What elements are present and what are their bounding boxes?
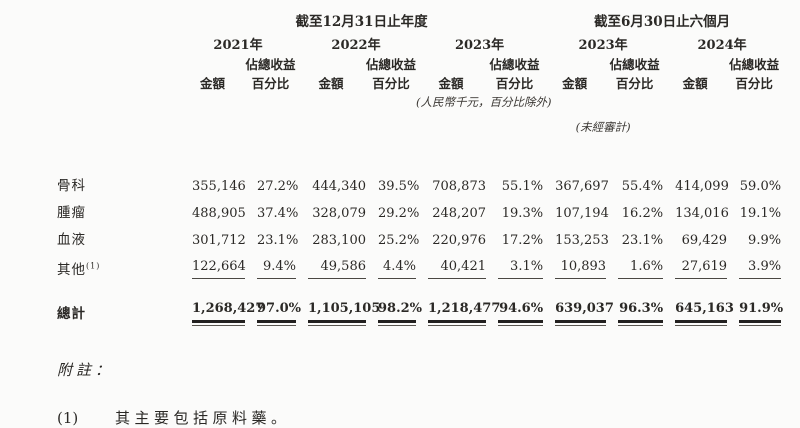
year-header-2023: 2023年 (454, 37, 505, 53)
cell-value: 10,893 (555, 259, 607, 279)
spacer-row (57, 134, 781, 168)
col-header-percentage: 百分比 (735, 75, 773, 91)
row-label: 血液 (57, 231, 86, 248)
col-header-amount: 金額 (682, 75, 708, 91)
cell-value: 153,253 (555, 232, 609, 248)
row-label: 骨科 (57, 178, 86, 195)
col-header-pct-of-revenue: 佔總收益 (729, 57, 780, 73)
total-value: 94.6% (498, 301, 544, 327)
currency-note-row: (人民幣千元，百分比除外) (57, 91, 781, 109)
cell-value: 283,100 (312, 232, 366, 248)
col-header-amount: 金額 (562, 75, 588, 91)
cell-value: 355,146 (192, 178, 246, 194)
cell-value: 3.1% (498, 259, 544, 279)
total-value: 645,163 (675, 301, 734, 327)
unaudited-note: (未經審計) (575, 119, 631, 134)
revenue-by-segment-table: 截至12月31日止年度 截至6月30日止六個月 2021年 2022年 2023… (57, 14, 783, 327)
cell-value: 23.1% (621, 232, 664, 248)
period-header-annual: 截至12月31日止年度 (295, 14, 428, 30)
cell-value: 19.3% (501, 205, 544, 221)
cell-value: 37.4% (257, 205, 299, 221)
row-label: 腫瘤 (57, 205, 86, 221)
footnote-1-marker: (1) (57, 409, 79, 428)
cell-value: 9.9% (748, 232, 782, 248)
cell-value: 69,429 (681, 232, 728, 248)
total-value: 639,037 (555, 301, 614, 327)
cell-value: 134,016 (675, 205, 729, 221)
row-label: 其他 (57, 262, 86, 279)
cell-value: 414,099 (675, 178, 729, 194)
table-row-total: 總計 1,268,427 97.0% 1,105,105 98.2% 1,218… (57, 279, 783, 327)
total-value: 97.0% (257, 301, 301, 327)
cell-value: 27.2% (257, 178, 299, 194)
year-header-2023-interim: 2023年 (578, 37, 628, 53)
total-value: 91.9% (739, 301, 783, 327)
col-header-percentage: 百分比 (615, 75, 654, 91)
cell-value: 4.4% (378, 259, 416, 279)
footnote-1-text: 其主要包括原料藥。 (115, 409, 291, 428)
col-header-pct-of-revenue: 佔總收益 (489, 57, 540, 73)
total-label: 總計 (57, 306, 86, 323)
notes-section: 附註： (1) 其主要包括原料藥。 (57, 359, 800, 428)
cell-value: 367,697 (555, 178, 609, 194)
footnote-ref-1: (1) (86, 261, 101, 271)
cell-value: 708,873 (432, 178, 486, 194)
col-header-percentage: 百分比 (495, 75, 534, 91)
total-value: 1,105,105 (308, 301, 380, 327)
col-header-pct-of-revenue: 佔總收益 (366, 57, 417, 73)
total-value: 96.3% (618, 301, 664, 327)
year-header-2022: 2022年 (331, 37, 381, 53)
col-header-amount: 金額 (318, 75, 344, 91)
unaudited-note-row: (未經審計) (57, 110, 781, 134)
cell-value: 55.1% (501, 178, 544, 194)
col-header-percentage: 百分比 (372, 75, 410, 91)
cell-value: 27,619 (675, 259, 728, 279)
col-header-pct-of-revenue: 佔總收益 (609, 57, 660, 73)
cell-value: 444,340 (312, 178, 366, 194)
cell-value: 301,712 (192, 232, 246, 248)
cell-value: 17.2% (501, 232, 544, 248)
table-row-orthopedics: 骨科 355,146 27.2% 444,340 39.5% 708,873 5… (57, 168, 781, 195)
total-value: 1,218,477 (428, 301, 500, 327)
cell-value: 19.1% (739, 205, 782, 221)
subheader-row-1: 佔總收益 佔總收益 佔總收益 佔總收益 佔總收益 (57, 54, 781, 73)
total-value: 98.2% (378, 301, 422, 327)
col-header-amount: 金額 (438, 75, 464, 91)
cell-value: 23.1% (257, 232, 299, 248)
cell-value: 29.2% (378, 205, 420, 221)
cell-value: 55.4% (621, 178, 664, 194)
notes-title: 附註： (57, 361, 115, 380)
cell-value: 49,586 (308, 259, 366, 279)
cell-value: 25.2% (378, 232, 420, 248)
year-header-2021: 2021年 (213, 37, 263, 53)
cell-value: 9.4% (257, 259, 296, 279)
currency-note: (人民幣千元，百分比除外) (416, 95, 552, 110)
total-value: 1,268,427 (192, 301, 264, 327)
footnote-1: (1) 其主要包括原料藥。 (57, 407, 800, 428)
cell-value: 328,079 (312, 205, 366, 221)
period-header-interim: 截至6月30日止六個月 (593, 14, 731, 30)
year-header-row: 2021年 2022年 2023年 2023年 2024年 (57, 33, 781, 54)
cell-value: 1.6% (618, 259, 664, 279)
cell-value: 3.9% (739, 259, 782, 279)
table-row-others: 其他(1) 122,664 9.4% 49,586 4.4% 40,421 3.… (57, 249, 782, 279)
cell-value: 16.2% (621, 205, 664, 221)
period-header-row: 截至12月31日止年度 截至6月30日止六個月 (57, 14, 781, 33)
cell-value: 248,207 (432, 205, 486, 221)
col-header-amount: 金額 (199, 75, 225, 91)
cell-value: 40,421 (428, 259, 486, 279)
col-header-pct-of-revenue: 佔總收益 (245, 57, 296, 73)
cell-value: 220,976 (432, 232, 486, 248)
cell-value: 59.0% (739, 178, 782, 194)
table-row-hematology: 血液 301,712 23.1% 283,100 25.2% 220,976 1… (57, 222, 781, 249)
table-row-oncology: 腫瘤 488,905 37.4% 328,079 29.2% 248,207 1… (57, 195, 781, 222)
cell-value: 488,905 (192, 205, 246, 221)
cell-value: 39.5% (378, 178, 420, 194)
subheader-row-2: 金額 百分比 金額 百分比 金額 百分比 金額 百分比 金額 百分比 (57, 73, 781, 92)
cell-value: 122,664 (192, 259, 246, 279)
year-header-2024-interim: 2024年 (697, 37, 747, 53)
col-header-percentage: 百分比 (251, 75, 290, 91)
cell-value: 107,194 (555, 205, 609, 221)
